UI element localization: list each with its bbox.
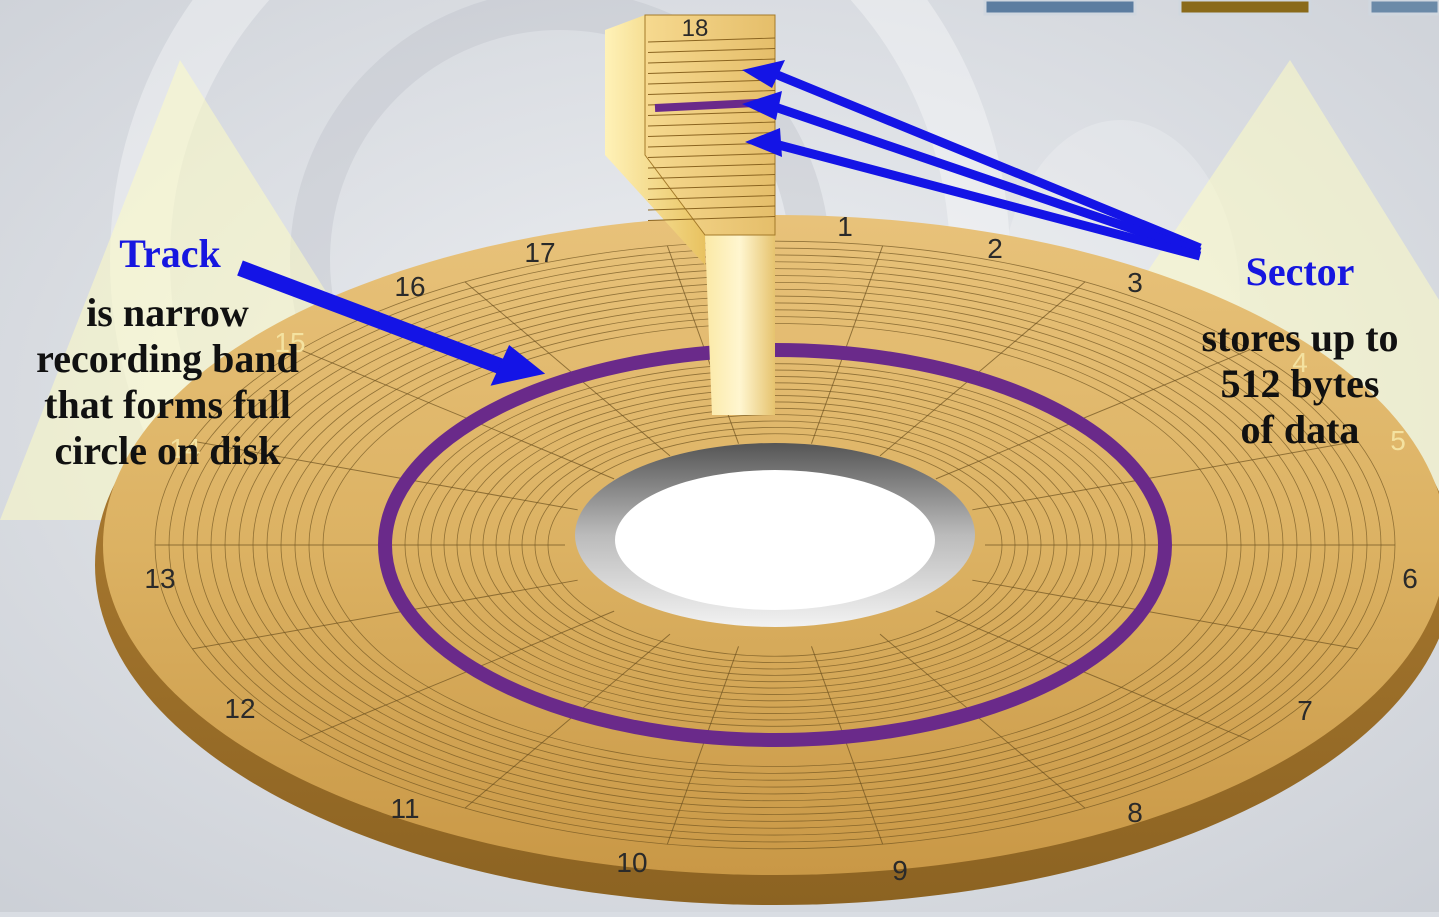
sector-label-description: stores up to 512 bytes of data	[1150, 315, 1439, 453]
sector-number: 3	[1127, 267, 1143, 298]
arrow-icon	[742, 60, 1202, 253]
wedge-track-line	[647, 184, 776, 190]
wedge-track-line	[647, 195, 776, 200]
sector-wedge-stem	[705, 235, 775, 415]
sector-divider	[810, 245, 884, 444]
sector-divider	[192, 579, 578, 650]
sector-divider	[299, 349, 615, 480]
sector-number: 16	[394, 271, 425, 302]
sector-number: 12	[224, 693, 255, 724]
wedge-track-line	[647, 48, 776, 53]
wedge-track-line	[647, 163, 776, 169]
sector-divider	[879, 281, 1086, 457]
arrow-icon	[745, 128, 1202, 261]
sector-divider	[972, 440, 1358, 511]
track-label-description: is narrow recording band that forms full…	[0, 290, 335, 474]
wedge-track-line	[647, 174, 776, 179]
arrow-icon	[237, 260, 546, 386]
wedge-track-line	[647, 90, 776, 95]
sector-number: 14	[169, 433, 200, 464]
sector-divider	[972, 579, 1358, 650]
track-description-line: that forms full	[44, 382, 291, 427]
wedge-track-line	[647, 205, 776, 211]
wedge-track-line	[647, 216, 776, 221]
sector-description-line: 512 bytes	[1220, 361, 1380, 406]
wedge-track-line	[647, 37, 776, 43]
sector-number: 11	[390, 793, 419, 824]
wedge-track-line	[647, 153, 776, 158]
sector-number: 10	[616, 847, 647, 878]
track-label-title: Track	[119, 231, 221, 276]
wedge-track-line	[647, 79, 776, 85]
sector-divider	[464, 633, 671, 809]
sector-number: 18	[682, 15, 709, 42]
sector-number: 4	[1292, 347, 1308, 378]
arrow-icon	[742, 91, 1202, 257]
hub-hole	[615, 470, 935, 610]
wedge-track-line	[647, 58, 776, 64]
sector-description-line: of data	[1240, 407, 1360, 452]
wedge-track-line	[647, 132, 776, 137]
wedge-track-line	[647, 121, 776, 127]
sector-divider	[935, 610, 1251, 741]
sector-dividers	[155, 245, 1395, 845]
wedge-track-line	[647, 111, 776, 116]
sector-divider	[666, 646, 740, 845]
sector-number: 17	[524, 237, 555, 268]
sector-divider	[935, 349, 1251, 480]
sector-number: 9	[892, 855, 908, 886]
sector-description-line: stores up to	[1201, 315, 1399, 360]
sector-number: 1	[837, 211, 853, 242]
thumbnail-image	[1178, 0, 1312, 16]
track-description-line: recording band	[36, 336, 299, 381]
track-description-line: is narrow	[86, 290, 249, 335]
sector-number: 13	[144, 563, 175, 594]
sector-divider	[879, 633, 1086, 809]
sector-number: 8	[1127, 797, 1143, 828]
sector-number: 15	[274, 327, 305, 358]
sector-number: 2	[987, 233, 1003, 264]
thumbnail-image	[1368, 0, 1439, 16]
sector-divider	[810, 646, 884, 845]
sector-label-title: Sector	[1245, 249, 1355, 294]
sector-number: 6	[1402, 563, 1418, 594]
thumbnail-image	[983, 0, 1137, 16]
sector-number: 7	[1297, 695, 1313, 726]
sector-number: 5	[1390, 425, 1406, 456]
sector-divider	[299, 610, 615, 741]
track-description-line: circle on disk	[54, 428, 281, 473]
sector-divider	[464, 281, 671, 457]
sector-divider	[192, 440, 578, 511]
